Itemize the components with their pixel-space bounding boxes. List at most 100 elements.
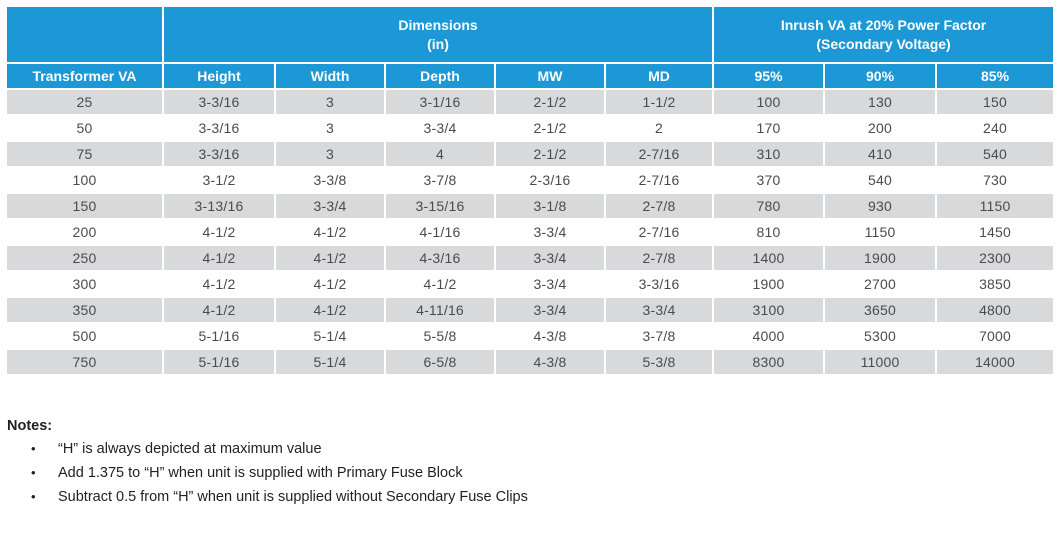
cell-depth: 4-11/16 xyxy=(384,296,496,324)
cell-95: 810 xyxy=(712,218,826,246)
cell-mw: 3-3/4 xyxy=(494,244,606,272)
cell-95: 1900 xyxy=(712,270,826,298)
column-header-depth: Depth xyxy=(384,62,496,90)
inrush-group-line1: Inrush VA at 20% Power Factor xyxy=(780,16,987,33)
cell-95: 8300 xyxy=(712,348,826,376)
cell-depth: 3-7/8 xyxy=(384,166,496,194)
group-header-row: Dimensions (in) Inrush VA at 20% Power F… xyxy=(5,5,1056,64)
table-row: 750 5-1/16 5-1/4 6-5/8 4-3/8 5-3/8 8300 … xyxy=(5,348,1056,376)
notes-section: Notes: • “H” is always depicted at maxim… xyxy=(7,418,1058,509)
cell-md: 2 xyxy=(603,114,715,142)
column-header-90: 90% xyxy=(823,62,938,90)
table-row: 100 3-1/2 3-3/8 3-7/8 2-3/16 2-7/16 370 … xyxy=(5,166,1056,194)
table-body: 25 3-3/16 3 3-1/16 2-1/2 1-1/2 100 130 1… xyxy=(5,88,1056,376)
dimensions-group-header: Dimensions (in) xyxy=(161,5,715,64)
column-header-85: 85% xyxy=(935,62,1056,90)
cell-width: 4-1/2 xyxy=(274,244,386,272)
table-row: 25 3-3/16 3 3-1/16 2-1/2 1-1/2 100 130 1… xyxy=(5,88,1056,116)
column-header-width: Width xyxy=(274,62,386,90)
cell-mw: 3-3/4 xyxy=(494,270,606,298)
cell-md: 5-3/8 xyxy=(603,348,715,376)
cell-transformer-va: 250 xyxy=(5,244,164,272)
note-item: • Add 1.375 to “H” when unit is supplied… xyxy=(7,461,1058,485)
table-row: 500 5-1/16 5-1/4 5-5/8 4-3/8 3-7/8 4000 … xyxy=(5,322,1056,350)
cell-90: 2700 xyxy=(823,270,938,298)
cell-depth: 3-3/4 xyxy=(384,114,496,142)
cell-height: 3-13/16 xyxy=(162,192,276,220)
cell-85: 3850 xyxy=(935,270,1056,298)
cell-width: 3-3/8 xyxy=(274,166,386,194)
table-row: 200 4-1/2 4-1/2 4-1/16 3-3/4 2-7/16 810 … xyxy=(5,218,1056,246)
cell-85: 2300 xyxy=(935,244,1056,272)
cell-85: 1150 xyxy=(935,192,1056,220)
cell-width: 5-1/4 xyxy=(274,348,386,376)
cell-mw: 4-3/8 xyxy=(494,348,606,376)
cell-95: 310 xyxy=(712,140,826,168)
table-row: 75 3-3/16 3 4 2-1/2 2-7/16 310 410 540 xyxy=(5,140,1056,168)
cell-height: 4-1/2 xyxy=(162,270,276,298)
cell-depth: 4-1/16 xyxy=(384,218,496,246)
cell-transformer-va: 200 xyxy=(5,218,164,246)
cell-mw: 2-1/2 xyxy=(494,114,606,142)
cell-depth: 6-5/8 xyxy=(384,348,496,376)
cell-mw: 2-1/2 xyxy=(494,88,606,116)
cell-90: 1900 xyxy=(823,244,938,272)
column-header-row: Transformer VA Height Width Depth MW MD … xyxy=(5,62,1056,90)
cell-mw: 3-3/4 xyxy=(494,296,606,324)
blank-group-cell xyxy=(5,5,164,64)
cell-mw: 3-1/8 xyxy=(494,192,606,220)
cell-height: 4-1/2 xyxy=(162,218,276,246)
cell-height: 3-3/16 xyxy=(162,140,276,168)
cell-90: 3650 xyxy=(823,296,938,324)
bullet-icon: • xyxy=(31,489,36,504)
cell-90: 1150 xyxy=(823,218,938,246)
cell-md: 2-7/16 xyxy=(603,218,715,246)
column-header-height: Height xyxy=(162,62,276,90)
cell-85: 14000 xyxy=(935,348,1056,376)
cell-transformer-va: 100 xyxy=(5,166,164,194)
cell-mw: 2-1/2 xyxy=(494,140,606,168)
cell-md: 3-7/8 xyxy=(603,322,715,350)
column-header-mw: MW xyxy=(494,62,606,90)
cell-85: 4800 xyxy=(935,296,1056,324)
cell-width: 5-1/4 xyxy=(274,322,386,350)
cell-transformer-va: 750 xyxy=(5,348,164,376)
cell-md: 3-3/16 xyxy=(603,270,715,298)
cell-depth: 5-5/8 xyxy=(384,322,496,350)
cell-transformer-va: 25 xyxy=(5,88,164,116)
cell-width: 3 xyxy=(274,88,386,116)
cell-width: 4-1/2 xyxy=(274,296,386,324)
cell-85: 540 xyxy=(935,140,1056,168)
cell-height: 3-1/2 xyxy=(162,166,276,194)
notes-list: • “H” is always depicted at maximum valu… xyxy=(7,437,1058,509)
cell-85: 150 xyxy=(935,88,1056,116)
cell-90: 410 xyxy=(823,140,938,168)
cell-height: 4-1/2 xyxy=(162,244,276,272)
cell-90: 200 xyxy=(823,114,938,142)
cell-95: 780 xyxy=(712,192,826,220)
table-row: 350 4-1/2 4-1/2 4-11/16 3-3/4 3-3/4 3100… xyxy=(5,296,1056,324)
column-header-transformer-va: Transformer VA xyxy=(5,62,164,90)
table-row: 50 3-3/16 3 3-3/4 2-1/2 2 170 200 240 xyxy=(5,114,1056,142)
cell-mw: 3-3/4 xyxy=(494,218,606,246)
bullet-icon: • xyxy=(31,441,36,456)
cell-90: 11000 xyxy=(823,348,938,376)
cell-transformer-va: 300 xyxy=(5,270,164,298)
note-item: • Subtract 0.5 from “H” when unit is sup… xyxy=(7,485,1058,509)
transformer-spec-table: Dimensions (in) Inrush VA at 20% Power F… xyxy=(5,5,1056,376)
table-row: 250 4-1/2 4-1/2 4-3/16 3-3/4 2-7/8 1400 … xyxy=(5,244,1056,272)
cell-depth: 3-1/16 xyxy=(384,88,496,116)
cell-95: 3100 xyxy=(712,296,826,324)
cell-transformer-va: 150 xyxy=(5,192,164,220)
cell-mw: 4-3/8 xyxy=(494,322,606,350)
cell-width: 3-3/4 xyxy=(274,192,386,220)
bullet-icon: • xyxy=(31,465,36,480)
cell-95: 100 xyxy=(712,88,826,116)
dimensions-group-line2: (in) xyxy=(427,35,449,52)
cell-95: 4000 xyxy=(712,322,826,350)
cell-transformer-va: 75 xyxy=(5,140,164,168)
cell-height: 3-3/16 xyxy=(162,88,276,116)
cell-transformer-va: 350 xyxy=(5,296,164,324)
cell-90: 540 xyxy=(823,166,938,194)
dimensions-group-line1: Dimensions xyxy=(398,16,478,33)
